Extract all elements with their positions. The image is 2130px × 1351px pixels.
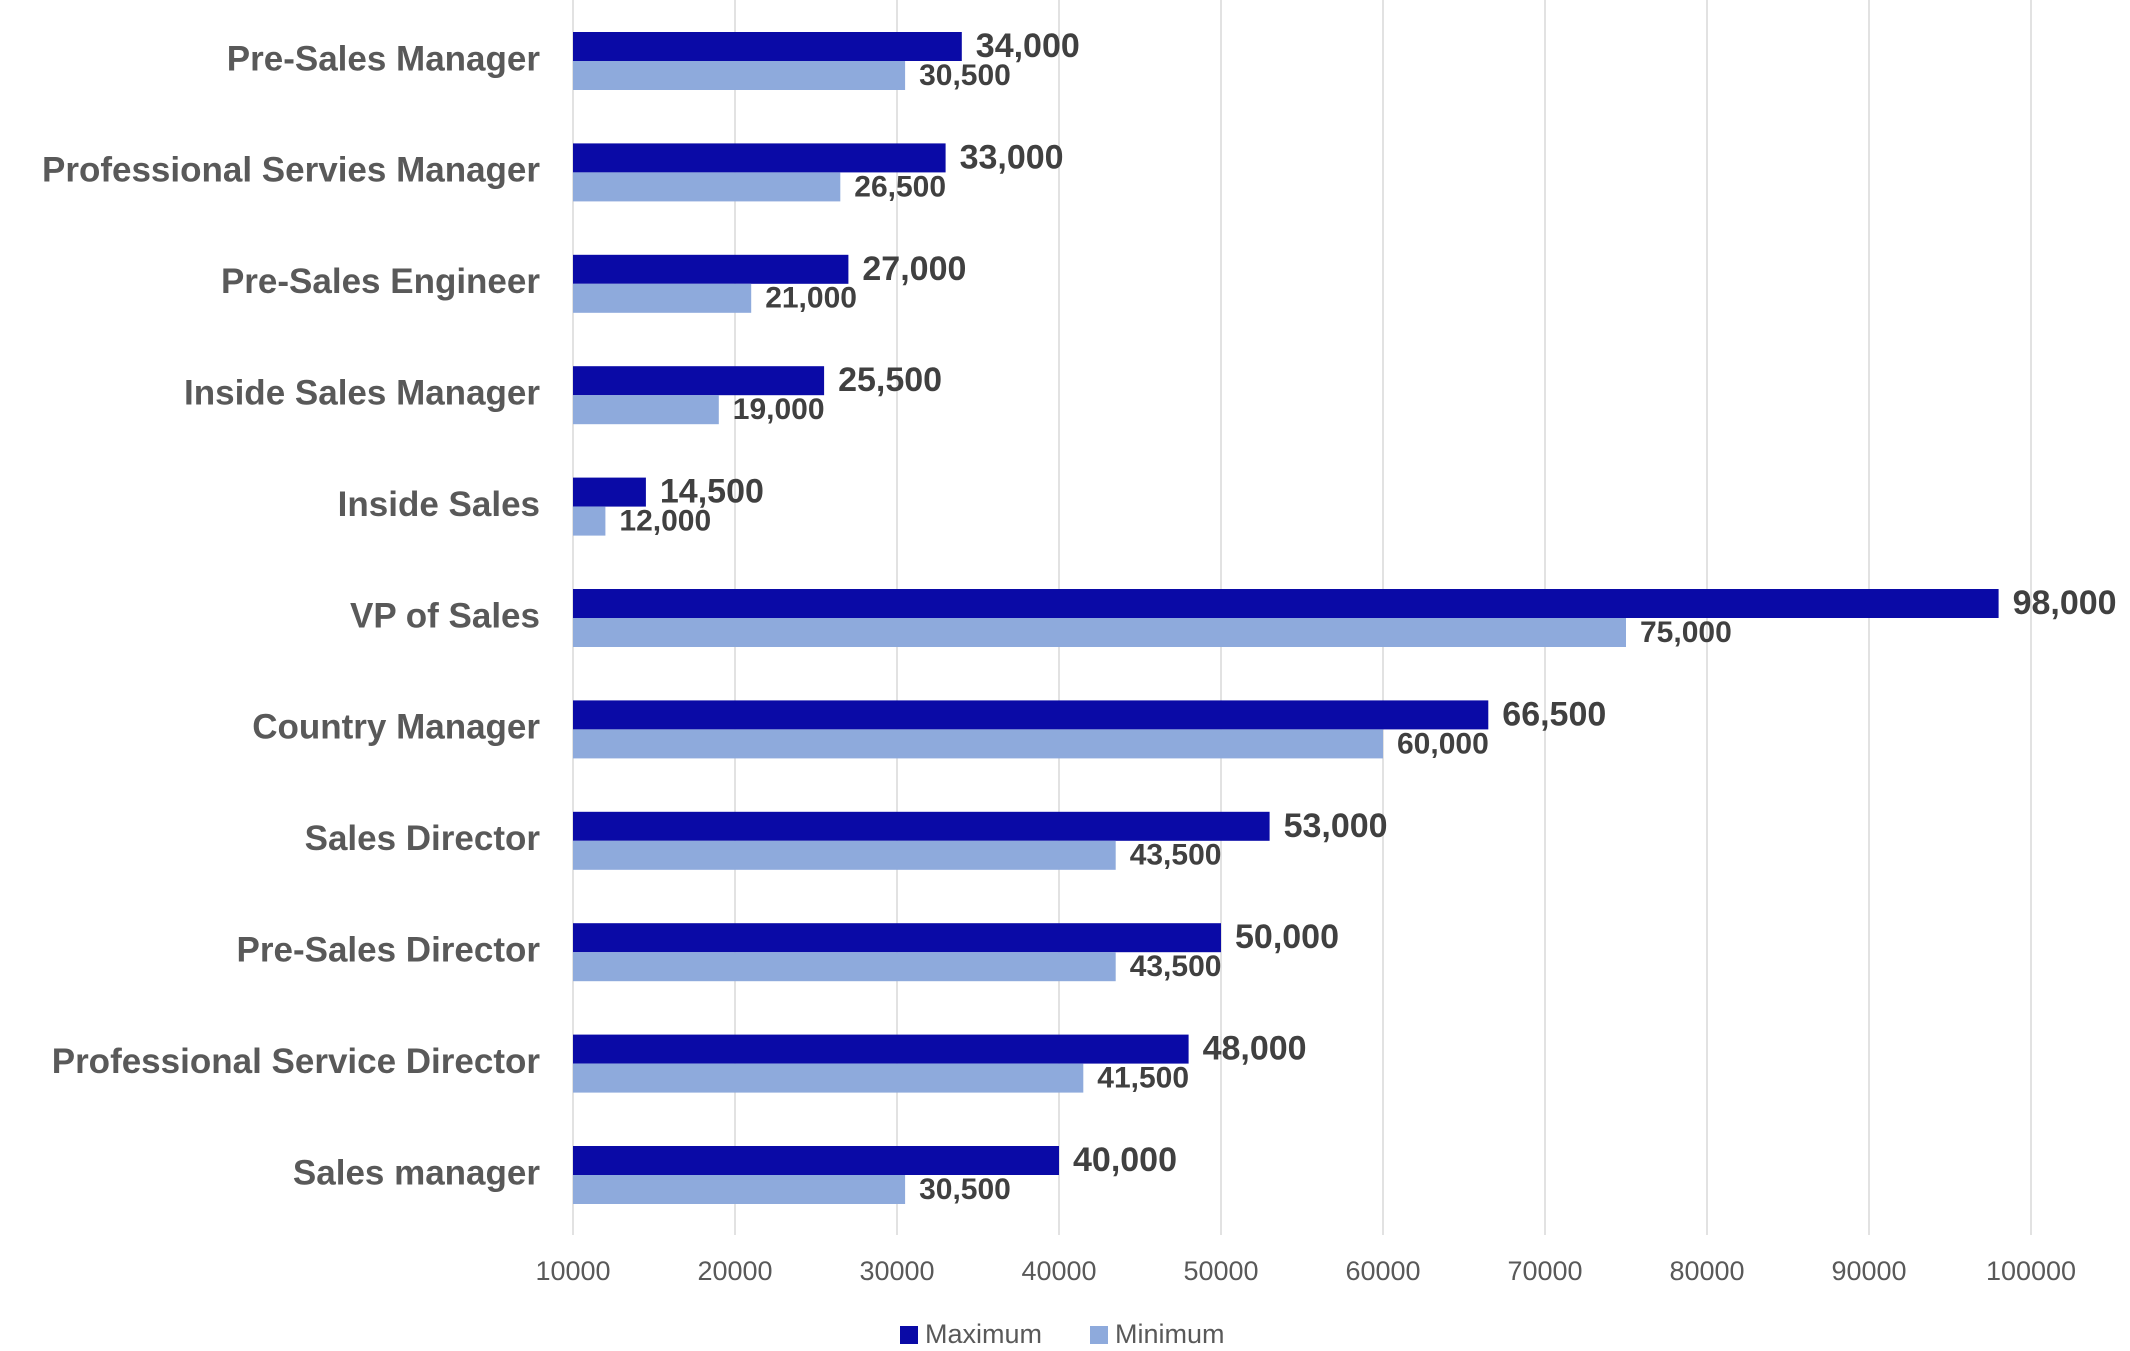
bar bbox=[573, 477, 646, 507]
y-tick-label: Sales Director bbox=[305, 819, 541, 858]
bar bbox=[573, 729, 1383, 759]
data-label: 12,000 bbox=[619, 505, 711, 538]
data-label: 25,500 bbox=[838, 361, 942, 399]
data-label: 40,000 bbox=[1073, 1141, 1177, 1179]
data-label: 26,500 bbox=[854, 170, 946, 203]
legend-swatch bbox=[900, 1326, 918, 1344]
data-label: 30,500 bbox=[919, 59, 1011, 92]
x-tick-label: 80000 bbox=[1669, 1256, 1744, 1286]
data-label: 66,500 bbox=[1502, 695, 1606, 733]
data-label: 27,000 bbox=[862, 250, 966, 288]
x-tick-label: 50000 bbox=[1183, 1256, 1258, 1286]
legend-label: Maximum bbox=[925, 1319, 1042, 1349]
data-label: 14,500 bbox=[660, 473, 764, 511]
bar bbox=[573, 32, 962, 61]
data-label: 48,000 bbox=[1203, 1030, 1307, 1068]
data-label: 50,000 bbox=[1235, 918, 1339, 956]
x-tick-label: 40000 bbox=[1021, 1256, 1096, 1286]
data-label: 60,000 bbox=[1397, 727, 1489, 760]
data-label: 34,000 bbox=[976, 27, 1080, 65]
x-tick-label: 20000 bbox=[697, 1256, 772, 1286]
data-label: 41,500 bbox=[1097, 1062, 1189, 1095]
x-tick-label: 30000 bbox=[859, 1256, 934, 1286]
bar bbox=[573, 952, 1116, 982]
bar bbox=[573, 700, 1489, 730]
y-tick-label: Inside Sales Manager bbox=[184, 373, 540, 412]
data-label: 53,000 bbox=[1284, 807, 1388, 845]
x-tick-label: 60000 bbox=[1345, 1256, 1420, 1286]
y-tick-label: Pre-Sales Engineer bbox=[221, 262, 540, 301]
bar bbox=[573, 1175, 906, 1204]
bar bbox=[573, 589, 1999, 618]
data-label: 98,000 bbox=[2013, 584, 2117, 622]
y-tick-label: VP of Sales bbox=[350, 596, 540, 635]
data-label: 75,000 bbox=[1640, 616, 1732, 649]
y-tick-label: Pre-Sales Manager bbox=[227, 39, 541, 78]
legend-label: Minimum bbox=[1115, 1319, 1225, 1349]
y-tick-label: Professional Servies Manager bbox=[42, 151, 540, 190]
legend-swatch bbox=[1090, 1326, 1108, 1344]
data-label: 19,000 bbox=[733, 393, 825, 426]
x-tick-label: 90000 bbox=[1831, 1256, 1906, 1286]
y-tick-label: Professional Service Director bbox=[52, 1042, 541, 1081]
y-tick-label: Inside Sales bbox=[338, 485, 540, 524]
data-label: 43,500 bbox=[1130, 839, 1222, 872]
bar bbox=[573, 840, 1116, 870]
bar bbox=[573, 283, 752, 313]
bar bbox=[573, 811, 1270, 841]
bar bbox=[573, 366, 825, 396]
bar bbox=[573, 143, 946, 173]
data-label: 21,000 bbox=[765, 282, 857, 315]
bar bbox=[573, 395, 719, 425]
bar bbox=[573, 254, 849, 284]
bar bbox=[573, 172, 841, 202]
data-label: 43,500 bbox=[1130, 950, 1222, 983]
bar bbox=[573, 1034, 1189, 1064]
bar bbox=[573, 618, 1626, 647]
y-tick-label: Country Manager bbox=[252, 708, 540, 747]
y-tick-label: Sales manager bbox=[293, 1153, 540, 1192]
bar bbox=[573, 61, 906, 90]
bar bbox=[573, 923, 1221, 953]
y-tick-label: Pre-Sales Director bbox=[237, 930, 541, 969]
bar bbox=[573, 1063, 1084, 1093]
x-tick-label: 70000 bbox=[1507, 1256, 1582, 1286]
x-tick-label: 100000 bbox=[1986, 1256, 2076, 1286]
bar bbox=[573, 506, 606, 536]
data-label: 33,000 bbox=[960, 138, 1064, 176]
x-tick-label: 10000 bbox=[535, 1256, 610, 1286]
data-label: 30,500 bbox=[919, 1173, 1011, 1206]
bar bbox=[573, 1146, 1059, 1175]
